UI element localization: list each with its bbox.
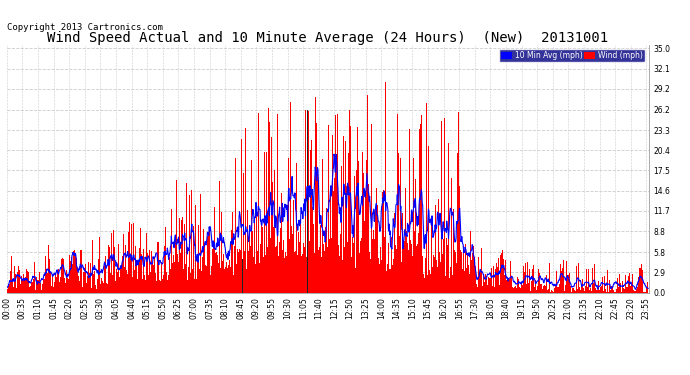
Text: Copyright 2013 Cartronics.com: Copyright 2013 Cartronics.com — [7, 22, 163, 32]
Title: Wind Speed Actual and 10 Minute Average (24 Hours)  (New)  20131001: Wind Speed Actual and 10 Minute Average … — [47, 31, 609, 45]
Legend: 10 Min Avg (mph), Wind (mph): 10 Min Avg (mph), Wind (mph) — [499, 49, 644, 62]
